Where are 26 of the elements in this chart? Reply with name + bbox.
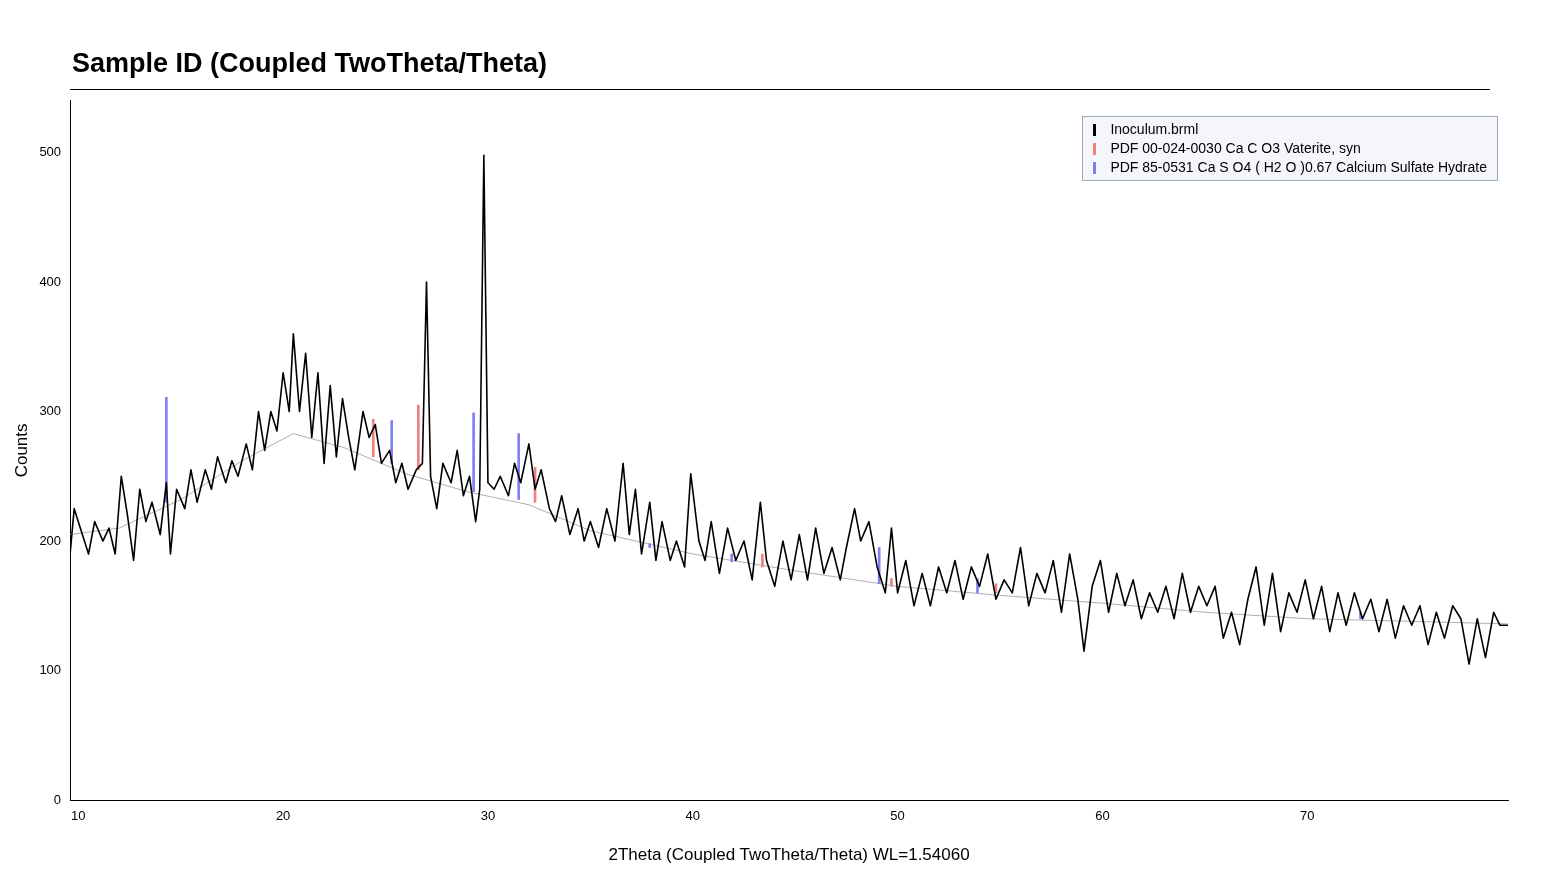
legend-label: PDF 00-024-0030 Ca C O3 Vaterite, syn — [1110, 139, 1361, 158]
x-tick-label: 60 — [1095, 808, 1110, 824]
bar — [890, 578, 893, 587]
bar — [517, 433, 520, 500]
y-tick-label: 200 — [39, 532, 62, 548]
y-tick-label: 300 — [39, 403, 62, 419]
legend-label: Inoculum.brml — [1110, 120, 1199, 139]
y-tick-label: 400 — [39, 273, 62, 289]
chart-title: Sample ID (Coupled TwoTheta/Theta) — [71, 47, 549, 80]
bar — [648, 543, 652, 548]
legend-label: PDF 85-0531 Ca S O4 ( H2 O )0.67 Calcium Sulfate Hydrate — [1110, 158, 1487, 177]
x-axis-title: 2Theta (Coupled TwoTheta/Theta) WL=1.54060 — [608, 845, 970, 865]
x-tick-label: 30 — [480, 808, 496, 824]
x-tick-label: 70 — [1300, 808, 1315, 824]
y-axis-title: Counts — [11, 423, 31, 478]
x-tick-label: 40 — [685, 808, 701, 824]
bar — [416, 404, 420, 471]
bar — [472, 412, 475, 493]
y-tick-label: 100 — [39, 662, 62, 678]
x-tick-label: 50 — [890, 808, 905, 824]
bar — [761, 553, 764, 568]
x-tick-label: 20 — [275, 808, 291, 824]
x-tick-label: 10 — [71, 808, 86, 824]
y-tick-label: 500 — [39, 144, 62, 160]
y-tick-label: 0 — [53, 791, 62, 807]
bar — [730, 553, 734, 563]
